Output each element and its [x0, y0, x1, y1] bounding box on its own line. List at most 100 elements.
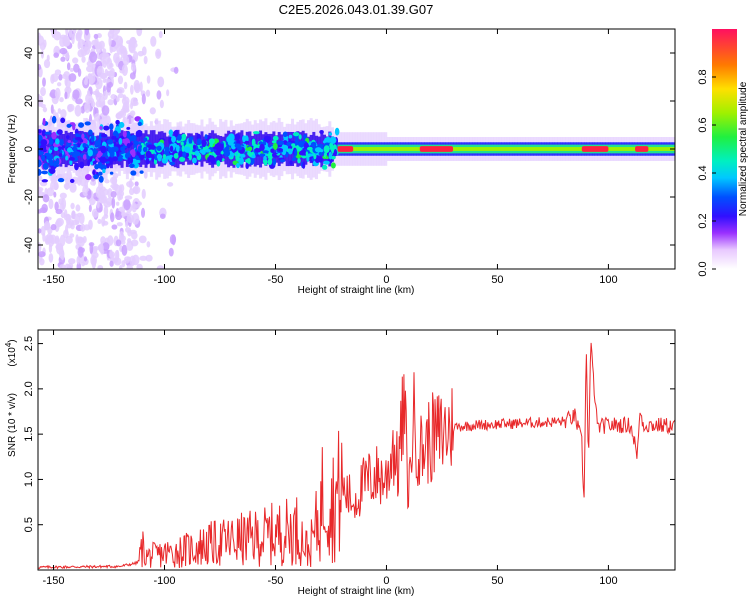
- spectrogram-cell: [62, 73, 67, 79]
- spectrogram-cell: [89, 51, 98, 63]
- spectrogram-cell: [373, 147, 376, 151]
- spectrogram-cell: [406, 147, 410, 151]
- spectrogram-cell: [54, 201, 59, 211]
- spectrogram-cell: [405, 147, 408, 151]
- spectrogram-cell: [382, 147, 385, 151]
- spectrogram-cell: [110, 94, 117, 100]
- spectrogram-cell: [328, 151, 333, 160]
- spectrogram-cell: [75, 98, 83, 105]
- spectrogram-panel: -150 -100 -50 0 50 100 -40 -20 0 20 40 Height of …: [7, 28, 676, 296]
- spectrogram-cell: [139, 170, 144, 174]
- spectrogram-cell: [157, 153, 162, 162]
- spectrogram-cell: [495, 147, 498, 151]
- spectrogram-cell: [69, 182, 77, 193]
- spectrogram-cell: [104, 68, 109, 77]
- spectrogram-cell: [120, 146, 125, 152]
- spectrogram-cell: [169, 161, 176, 166]
- spectrogram-cell: [216, 160, 221, 167]
- spectrogram-cell: [492, 147, 495, 151]
- snr-y-ticks: 0.5 1.0 1.5 2.0 2.5: [23, 336, 675, 532]
- spectrogram-cell: [76, 255, 81, 265]
- spectrogram-cell: [38, 64, 42, 71]
- spectrogram-cell: [355, 147, 358, 151]
- spectrogram-cell: [139, 255, 148, 261]
- spectrogram-cell: [547, 147, 550, 151]
- spectrogram-cell: [131, 254, 140, 266]
- spectrogram-cell: [81, 133, 85, 140]
- spectrogram-cell: [538, 147, 541, 151]
- spectrogram-cell: [145, 254, 153, 262]
- spectrogram-cell: [59, 149, 63, 154]
- spectrogram-cell: [116, 87, 125, 94]
- spectrogram-cell: [621, 147, 624, 151]
- spectrogram-cell: [195, 152, 200, 157]
- spectrogram-cell: [171, 234, 176, 246]
- spectrogram-cell: [59, 264, 66, 269]
- spectrogram-cell: [69, 159, 73, 165]
- spectrogram-cell: [472, 147, 475, 151]
- spectrogram-cell: [109, 62, 114, 68]
- spectrogram-cell: [69, 233, 75, 238]
- spectrogram-cell: [123, 198, 131, 211]
- spectrogram-cell: [456, 147, 459, 151]
- spectrogram-cell: [87, 149, 93, 157]
- spectrogram-cell: [121, 211, 127, 217]
- spectrogram-cell: [460, 147, 463, 151]
- spectrogram-cell: [556, 147, 559, 151]
- spectrogram-cell: [396, 147, 399, 151]
- spectrogram-cell: [483, 147, 486, 151]
- spectrogram-cell: [49, 145, 54, 151]
- spectrogram-cell: [38, 96, 43, 107]
- spectrogram-cell: [118, 137, 123, 145]
- spectrogram-cell: [319, 129, 324, 134]
- spectrogram-cell: [298, 134, 302, 140]
- spectrogram-cell: [54, 235, 60, 244]
- spectrogram-cell: [516, 147, 520, 151]
- spectrogram-cell: [162, 153, 167, 160]
- spectrogram-cell: [651, 147, 655, 151]
- spectrogram-cell: [508, 147, 511, 151]
- spectrogram-cell: [103, 125, 110, 131]
- spectrogram-cell: [650, 147, 653, 151]
- spectrogram-cell: [136, 29, 143, 37]
- spectrogram-cell: [165, 155, 173, 160]
- spectrogram-cell: [660, 147, 663, 151]
- spectrogram-cell: [326, 136, 330, 142]
- spectrogram-cell: [392, 147, 395, 151]
- spectrogram-cell: [171, 135, 177, 143]
- spectrogram-cell: [69, 219, 75, 226]
- spectrogram-cell: [118, 264, 123, 269]
- spectrogram-cell: [572, 147, 575, 151]
- spectrogram-cell: [93, 113, 101, 122]
- spectrogram-cell: [653, 147, 656, 151]
- spectrogram-cell: [534, 147, 537, 151]
- spectrogram-x-label: Height of straight line (km): [298, 285, 415, 296]
- spectrogram-cell: [554, 147, 557, 151]
- spectrogram-cell: [208, 138, 215, 145]
- spectrogram-cell: [40, 86, 46, 97]
- spectrogram-cell: [138, 235, 147, 244]
- spectrogram-cell: [96, 200, 100, 209]
- spectrogram-cell: [159, 213, 166, 219]
- spectrogram-cell: [205, 148, 211, 153]
- spectrogram-cell: [219, 153, 223, 162]
- spectrogram-cell: [176, 134, 182, 141]
- spectrogram-cell: [126, 264, 133, 269]
- spectrogram-cell: [129, 178, 133, 190]
- spectrogram-y-ticks: -40 -20 0 20 40: [23, 47, 675, 253]
- spectrogram-cell: [525, 147, 529, 151]
- spectrogram-cell: [65, 29, 69, 36]
- spectrogram-cell: [380, 147, 383, 151]
- spectrogram-cell: [474, 147, 477, 151]
- spectrogram-cell: [117, 93, 125, 98]
- spectrogram-cell: [142, 146, 148, 153]
- spectrogram-strong-region: [635, 146, 649, 152]
- spectrogram-cell: [48, 253, 54, 263]
- spectrogram-cell: [548, 147, 552, 151]
- spectrogram-cell: [104, 153, 109, 157]
- spectrogram-cell: [53, 31, 62, 41]
- spectrogram-cell: [56, 82, 62, 87]
- spectrogram-cell: [63, 34, 68, 47]
- spectrogram-cell: [46, 232, 52, 244]
- spectrogram-cell: [183, 146, 191, 153]
